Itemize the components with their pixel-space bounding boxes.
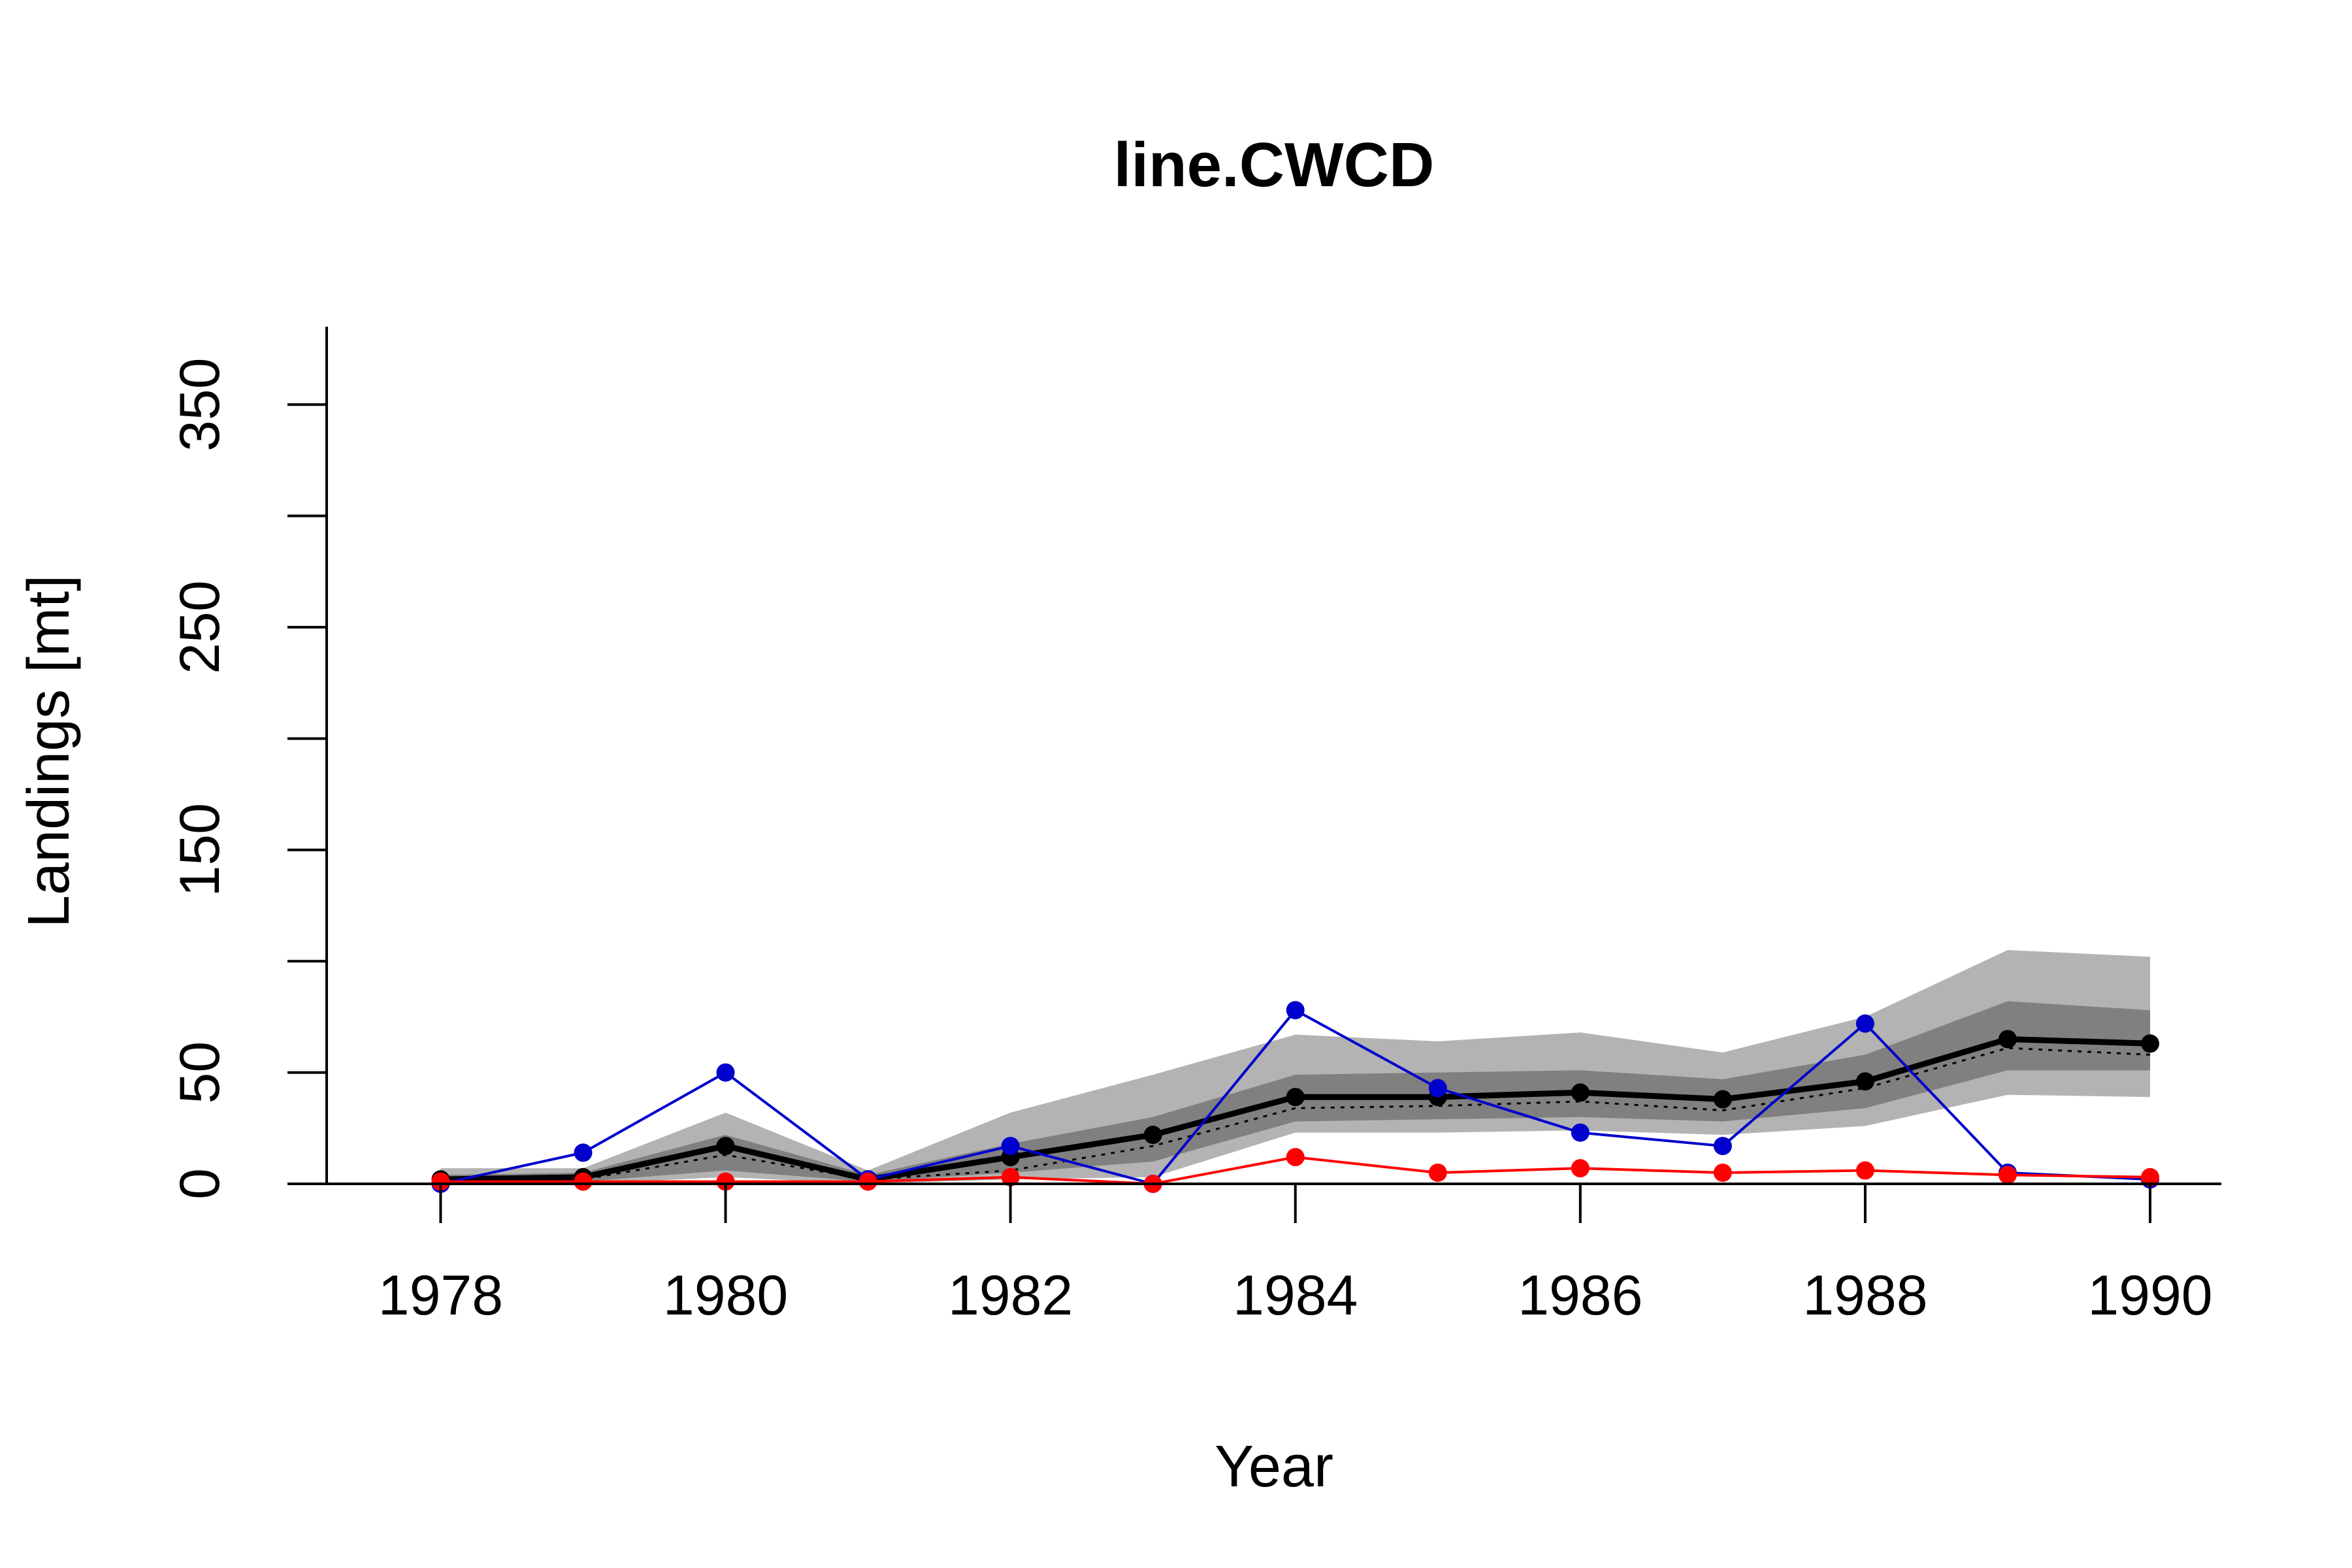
series-2-point bbox=[1855, 1072, 1874, 1091]
series-2-point bbox=[2140, 1034, 2159, 1053]
series-3-point bbox=[1428, 1079, 1447, 1098]
series-3-point bbox=[1286, 1001, 1305, 1020]
series-4-point bbox=[1713, 1163, 1732, 1182]
x-tick-label: 1982 bbox=[948, 1264, 1073, 1327]
plot-area bbox=[431, 950, 2159, 1193]
y-tick-label: 50 bbox=[169, 1041, 231, 1104]
y-tick-label: 150 bbox=[169, 803, 231, 897]
series-3-point bbox=[574, 1143, 593, 1162]
series-3-point bbox=[716, 1063, 735, 1082]
y-tick-label: 350 bbox=[169, 358, 231, 452]
series-3-point bbox=[1571, 1123, 1590, 1142]
series-3-point bbox=[1855, 1014, 1874, 1033]
series-4-point bbox=[2140, 1168, 2159, 1186]
series-3-point bbox=[1001, 1137, 1020, 1156]
series-4-point bbox=[1855, 1161, 1874, 1180]
series-2-point bbox=[716, 1137, 735, 1156]
interval-band-1 bbox=[440, 950, 2150, 1184]
y-axis-title: Landings [mt] bbox=[16, 575, 82, 928]
x-tick-label: 1980 bbox=[663, 1264, 788, 1327]
series-4-point bbox=[1001, 1168, 1020, 1186]
series-4-point bbox=[1428, 1163, 1447, 1182]
x-tick-label: 1988 bbox=[1803, 1264, 1927, 1327]
chart-title: line.CWCD bbox=[1114, 130, 1435, 200]
x-tick-label: 1978 bbox=[378, 1264, 503, 1327]
series-4-point bbox=[431, 1172, 450, 1191]
series-4-point bbox=[1571, 1159, 1590, 1178]
series-3-point bbox=[1713, 1137, 1732, 1156]
x-tick-label: 1986 bbox=[1518, 1264, 1642, 1327]
y-tick-label: 250 bbox=[169, 580, 231, 674]
x-tick-label: 1984 bbox=[1233, 1264, 1358, 1327]
series-4-point bbox=[1286, 1148, 1305, 1167]
series-4-point bbox=[716, 1172, 735, 1191]
series-2-point bbox=[1571, 1083, 1590, 1102]
series-4-point bbox=[574, 1172, 593, 1191]
axes: 1978 1980 1982 1984 1986 1988 1990 0 50 150 250 350 bbox=[169, 327, 2221, 1327]
y-tick-label: 0 bbox=[169, 1168, 231, 1200]
series-4-point bbox=[1998, 1166, 2017, 1184]
series-2-point bbox=[1713, 1090, 1732, 1109]
x-axis-title: Year bbox=[1215, 1434, 1333, 1499]
series-2-point bbox=[1998, 1030, 2017, 1049]
x-tick-label: 1990 bbox=[2087, 1264, 2212, 1327]
series-2-point bbox=[1286, 1088, 1305, 1107]
series-4-point bbox=[858, 1172, 877, 1191]
series-2-point bbox=[1143, 1126, 1162, 1145]
